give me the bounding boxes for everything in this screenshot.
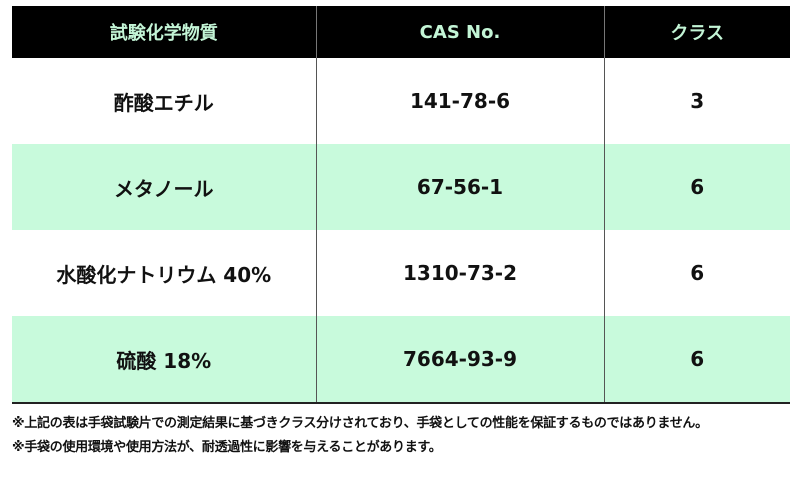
table-row: メタノール 67-56-1 6 [12,144,790,230]
cas-cell: 67-56-1 [315,144,604,230]
chemical-cell: 酢酸エチル [113,90,214,115]
chemical-cell: メタノール [12,144,316,230]
chemical-cell: 水酸化ナトリウム 40% [56,262,272,287]
chemical-cell: 硫酸 18% [12,316,316,404]
cas-cell: 1310-73-2 [315,230,604,316]
class-cell: 6 [603,230,790,316]
table-row: 水酸化ナトリウム 40% 1310-73-2 6 [12,230,790,316]
table-header-row: 試験化学物質 CAS No. クラス [12,6,790,58]
class-cell: 6 [603,144,790,230]
header-chemical: 試験化学物質 [12,6,316,58]
footnote: ※上記の表は手袋試験片での測定結果に基づきクラス分けされており、手袋としての性能… [12,416,708,431]
table-row: 酢酸エチル 141-78-6 3 [12,58,790,144]
chemical-resistance-table: 試験化学物質 CAS No. クラス 酢酸エチル 141-78-6 3 メタノー… [12,6,790,404]
cas-cell: 7664-93-9 [315,316,604,404]
class-cell: 3 [603,58,790,144]
table-row: 硫酸 18% 7664-93-9 6 [12,316,790,404]
header-class: クラス [603,6,790,58]
footnote: ※手袋の使用環境や使用方法が、耐透過性に影響を与えることがあります。 [12,440,442,455]
class-cell: 6 [603,316,790,404]
cas-cell: 141-78-6 [315,58,604,144]
footnotes: ※上記の表は手袋試験片での測定結果に基づきクラス分けされており、手袋としての性能… [12,412,708,460]
header-cas: CAS No. [315,6,604,58]
